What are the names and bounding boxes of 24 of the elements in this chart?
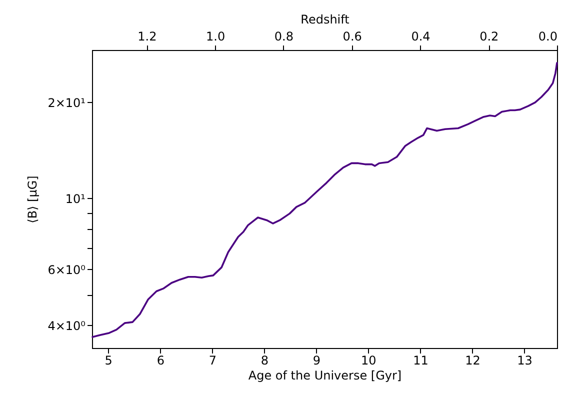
x2-tick-label: 0.4 — [411, 30, 430, 44]
x2-tick-label: 1.2 — [138, 30, 157, 44]
x2-tick-label: 0.6 — [342, 30, 362, 44]
x2-tick-label: 0.0 — [538, 30, 558, 44]
x-tick-label: 6 — [156, 354, 164, 368]
x-tick-label: 7 — [208, 354, 216, 368]
line-series — [92, 62, 558, 338]
x-axis-title: Age of the Universe [Gyr] — [248, 368, 402, 382]
x2-tick-label: 0.8 — [274, 30, 294, 44]
y-tick-label: 4×10⁰ — [48, 318, 86, 333]
x2-tick-label: 0.2 — [480, 30, 499, 44]
x-tick-label: 5 — [104, 354, 112, 368]
x-tick-label: 12 — [465, 354, 480, 368]
x2-axis-title: Redshift — [300, 12, 350, 26]
x-tick-label: 13 — [517, 354, 532, 368]
x-tick-label: 10 — [361, 354, 376, 368]
y-tick-label: 10¹ — [65, 192, 86, 206]
y-tick-label: 6×10⁰ — [48, 262, 86, 277]
x2-tick-label: 1.0 — [206, 30, 226, 44]
y-axis-title: ⟨B⟩ [μG] — [26, 176, 40, 224]
x-tick-label: 9 — [312, 354, 320, 368]
y-tick-label: 2×10¹ — [48, 96, 86, 110]
x-tick-label: 11 — [413, 354, 428, 368]
x-tick-label: 8 — [260, 354, 268, 368]
